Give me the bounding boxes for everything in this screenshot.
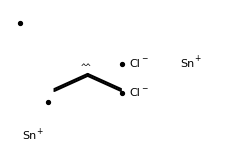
Text: Cl: Cl	[130, 88, 141, 98]
Text: Cl: Cl	[130, 59, 141, 69]
Text: Sn: Sn	[180, 59, 195, 69]
Text: +: +	[36, 127, 42, 136]
Text: Sn: Sn	[22, 131, 37, 141]
Text: −: −	[142, 54, 148, 63]
Text: −: −	[142, 84, 148, 93]
Text: +: +	[194, 54, 200, 63]
Text: ^^: ^^	[81, 63, 91, 72]
